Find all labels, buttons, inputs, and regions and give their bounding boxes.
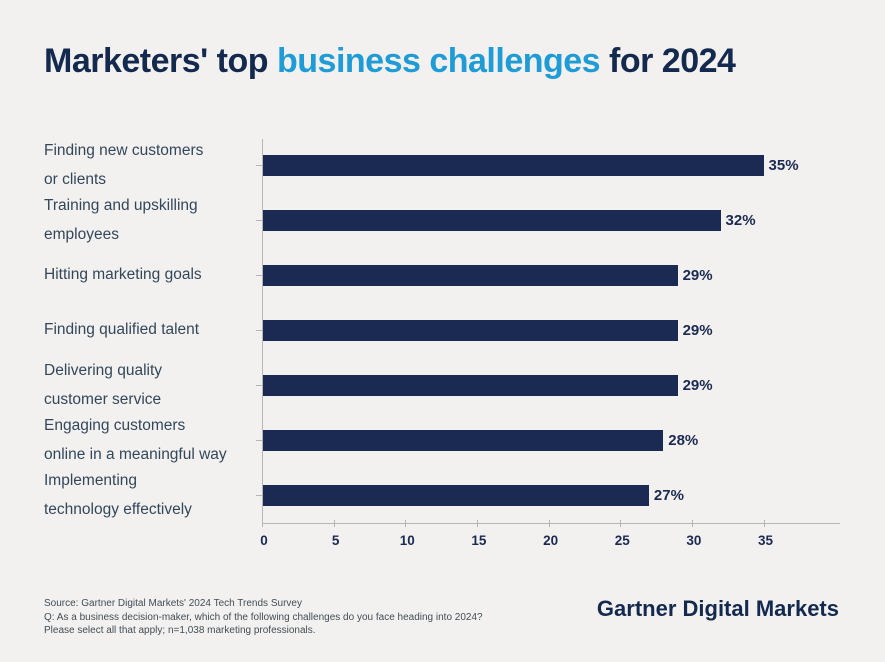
category-label: Delivering quality customer service: [44, 362, 163, 408]
chart-row: Delivering quality customer service 29%: [44, 358, 844, 413]
y-axis-tick: [256, 275, 262, 276]
x-axis-tick-label: 10: [399, 533, 415, 548]
bar-track: 28%: [262, 413, 844, 468]
y-axis-tick: [256, 220, 262, 221]
chart-row: Hitting marketing goals 29%: [44, 248, 844, 303]
bar-chart: Finding new customers or clients 35% Train…: [44, 138, 844, 548]
bar: [262, 155, 764, 176]
bar-track: 29%: [262, 358, 844, 413]
y-axis-tick: [256, 440, 262, 441]
bar-track: 27%: [262, 468, 844, 523]
source-line-2: Q: As a business decision-maker, which o…: [44, 611, 483, 623]
page-title: Marketers' top business challenges for 2…: [44, 42, 736, 81]
title-part-3: for 2024: [600, 42, 736, 80]
bar: [262, 485, 649, 506]
x-axis-tick-label: 20: [543, 533, 559, 548]
chart-row: Finding new customers or clients 35%: [44, 138, 844, 193]
chart-rows: Finding new customers or clients 35% Train…: [44, 138, 844, 523]
bar-track: 29%: [262, 248, 844, 303]
bar-track: 29%: [262, 303, 844, 358]
x-axis-tick: [262, 520, 263, 527]
bar: [262, 210, 721, 231]
bar: [262, 430, 664, 451]
y-axis-tick: [256, 165, 262, 166]
bar: [262, 375, 678, 396]
category-label: Implementing technology effectively: [44, 472, 192, 518]
y-axis-tick: [256, 385, 262, 386]
category-label: Finding qualified talent: [44, 321, 200, 339]
value-label: 28%: [668, 432, 699, 449]
bar: [262, 320, 678, 341]
x-axis-tick-label: 30: [686, 533, 702, 548]
source-line-3: Please select all that apply; n=1,038 ma…: [44, 625, 316, 636]
category-label: Engaging customers online in a meaningfu…: [44, 417, 227, 463]
x-axis-tick-label: 15: [471, 533, 487, 548]
x-axis-tick: [763, 520, 765, 527]
category-label: Finding new customers or clients: [44, 142, 204, 188]
value-label: 27%: [653, 487, 684, 504]
x-axis-tick: [405, 520, 407, 527]
chart-row: Implementing technology effectively 27%: [44, 468, 844, 523]
chart-row: Training and upskilling employees 32%: [44, 193, 844, 248]
title-part-accent: business challenges: [277, 42, 601, 80]
x-axis-tick-label: 0: [260, 533, 268, 548]
chart-row: Finding qualified talent 29%: [44, 303, 844, 358]
x-axis-tick: [476, 520, 478, 527]
value-label: 35%: [768, 157, 799, 174]
title-part-1: Marketers' top: [44, 42, 277, 80]
x-axis-tick-label: 35: [758, 533, 774, 548]
gartner-digital-markets-logo: Gartner Digital Markets: [596, 596, 839, 621]
x-axis-line: [262, 523, 840, 524]
x-axis-tick: [691, 520, 693, 527]
chart-row: Engaging customers online in a meaningfu…: [44, 413, 844, 468]
value-label: 29%: [682, 322, 713, 339]
category-label: Training and upskilling employees: [44, 197, 198, 243]
y-axis-tick: [256, 495, 262, 496]
y-axis-line: [262, 139, 263, 524]
source-note: Source: Gartner Digital Markets' 2024 Te…: [44, 597, 483, 638]
x-axis-tick: [548, 520, 550, 527]
category-label: Hitting marketing goals: [44, 266, 202, 284]
bar-track: 32%: [262, 193, 844, 248]
value-label: 29%: [682, 267, 713, 284]
source-line-1: Source: Gartner Digital Markets' 2024 Te…: [44, 598, 302, 609]
value-label: 29%: [682, 377, 713, 394]
x-axis-tick: [620, 520, 622, 527]
x-axis-tick-label: 5: [331, 533, 340, 548]
value-label: 32%: [725, 212, 756, 229]
bar: [262, 265, 678, 286]
x-axis-tick: [333, 520, 335, 527]
bar-track: 35%: [262, 138, 844, 193]
y-axis-tick: [256, 330, 262, 331]
x-axis-tick-label: 25: [614, 533, 630, 548]
